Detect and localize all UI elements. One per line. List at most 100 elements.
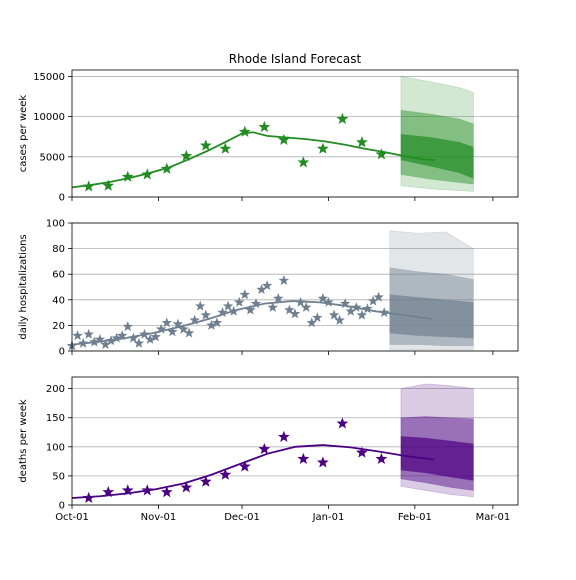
observed-point (83, 328, 94, 339)
observed-point (219, 142, 232, 154)
observed-point (122, 321, 133, 332)
y-tick-label: 0 (59, 347, 65, 358)
observed-point (336, 417, 349, 429)
observed-point (234, 296, 245, 307)
observed-point (89, 336, 100, 347)
y-tick-label: 80 (52, 244, 65, 255)
y-tick-label: 15000 (33, 72, 65, 83)
observed-point (128, 332, 139, 343)
observed-point (367, 295, 379, 306)
observed-point (160, 486, 173, 498)
observed-point (200, 309, 212, 320)
observed-point (105, 335, 117, 346)
observed-point (295, 296, 306, 307)
fit-line (71, 131, 435, 189)
observed-point (316, 142, 329, 154)
fit-line (71, 300, 432, 346)
observed-point (155, 323, 167, 334)
observed-point (228, 305, 239, 316)
observed-point (356, 136, 368, 148)
observed-point (261, 280, 273, 291)
observed-point (334, 314, 345, 325)
observed-point (375, 148, 388, 160)
y-tick-label: 5000 (40, 152, 65, 163)
y-tick-label: 20 (52, 321, 65, 332)
observed-point (172, 318, 184, 329)
axes-frame (71, 376, 519, 506)
forecast-band (389, 294, 474, 339)
x-tick-label: Jan-01 (312, 512, 345, 523)
observed-point (82, 491, 95, 504)
observed-point (258, 120, 271, 133)
observed-point (323, 296, 334, 307)
x-tick-label: Oct-01 (55, 512, 89, 523)
observed-point (317, 293, 329, 303)
observed-point (258, 442, 271, 455)
observed-point (102, 179, 115, 191)
forecast-band (400, 133, 474, 179)
y-tick-label: 50 (52, 471, 65, 482)
y-tick-label: 200 (46, 384, 65, 395)
observed-point (336, 112, 349, 125)
observed-point (144, 333, 156, 344)
observed-point (100, 339, 111, 350)
observed-point (180, 149, 193, 162)
y-tick-label: 0 (59, 501, 65, 512)
observed-point (300, 301, 312, 312)
observed-point (239, 289, 251, 300)
observed-point (199, 475, 212, 487)
observed-point (94, 333, 106, 344)
y-tick-label: 100 (46, 219, 65, 230)
observed-point (306, 317, 317, 328)
panel-2: 0 20 40 60 80 100 daily hospitalizations (18, 219, 519, 358)
observed-point (316, 456, 329, 468)
forecast-band (400, 436, 474, 481)
observed-point (141, 484, 154, 496)
x-tick-label: Dec-01 (224, 512, 260, 523)
observed-point (77, 337, 89, 348)
y-axis-label: cases per week (18, 95, 29, 173)
observed-point (277, 430, 290, 442)
observed-point (82, 180, 95, 192)
observed-point (238, 125, 251, 137)
observed-point (121, 170, 134, 182)
x-tick-label: Nov-01 (141, 512, 177, 523)
observed-point (199, 139, 212, 151)
chart-title: Rhode Island Forecast (229, 52, 362, 66)
observed-point (111, 332, 122, 343)
observed-point (277, 133, 290, 145)
y-tick-label: 100 (46, 442, 65, 453)
observed-point (141, 168, 154, 180)
y-axis-label: daily hospitalizations (18, 234, 29, 339)
observed-point (183, 327, 195, 338)
y-tick-label: 10000 (33, 112, 65, 123)
observed-point (102, 486, 115, 498)
observed-point (150, 331, 161, 342)
y-tick-label: 60 (52, 270, 65, 281)
observed-point (297, 156, 310, 168)
observed-point (362, 303, 373, 314)
observed-point (267, 301, 278, 312)
observed-point (284, 304, 295, 315)
y-axis-label: deaths per week (18, 399, 29, 483)
panel-1: 0 5000 10000 15000 cases per week (18, 69, 519, 204)
observed-point (373, 291, 384, 302)
observed-point (178, 323, 189, 334)
observed-point (339, 298, 351, 309)
observed-point (211, 317, 223, 328)
observed-point (194, 300, 206, 311)
panel-3: 0 50 100 150 200 Oct-01 Nov-01 Dec-01 Jan-01 Feb-… (18, 376, 519, 523)
y-tick-label: 0 (59, 193, 65, 204)
x-tick-label: Mar-01 (476, 512, 511, 523)
observed-point (345, 305, 356, 316)
observed-point (356, 446, 368, 458)
observed-point (312, 312, 323, 323)
observed-point (217, 307, 228, 318)
observed-point (167, 326, 178, 337)
observed-point (189, 314, 200, 325)
observed-point (375, 452, 388, 465)
observed-point (256, 284, 267, 295)
axes-frame (71, 222, 519, 352)
